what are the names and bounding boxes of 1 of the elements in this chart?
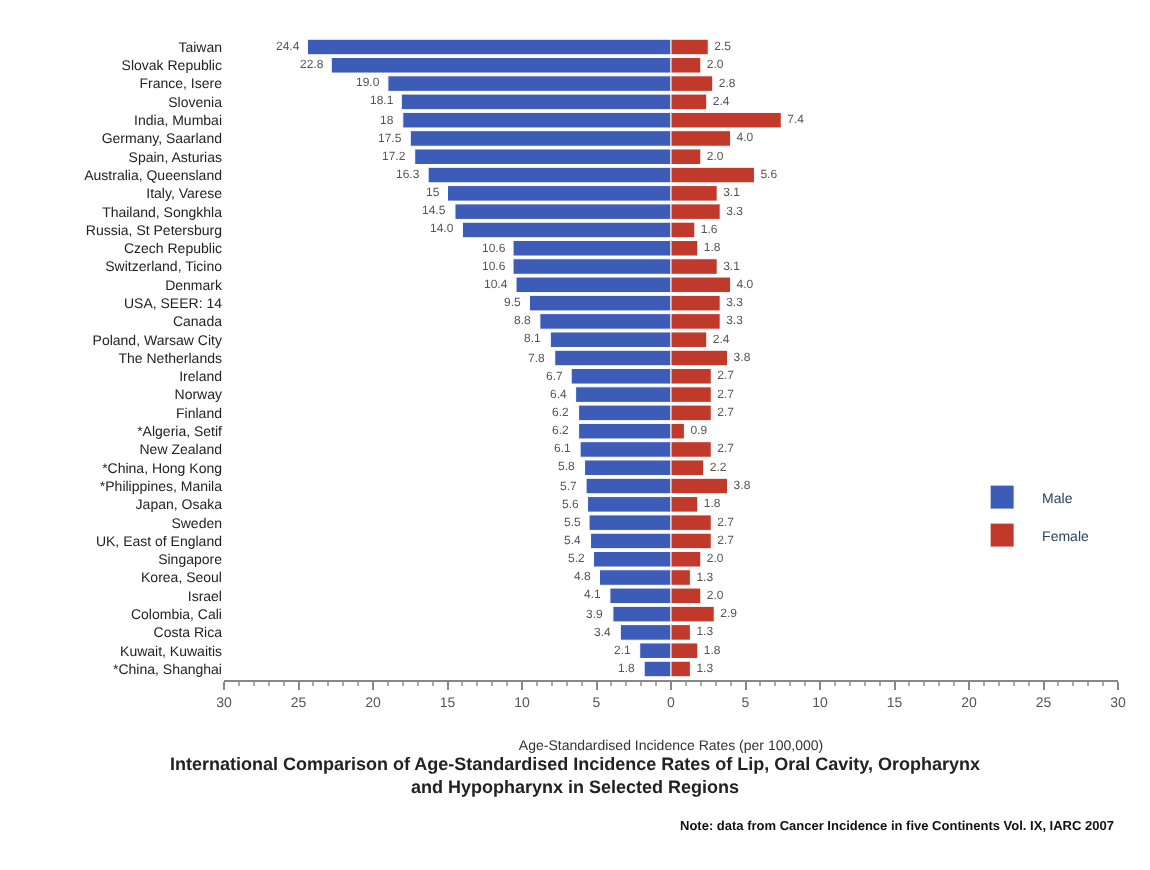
text: International Comparison of Age-Standardised Incidence Rates of Lip, Oral Cavity, Oropharynx and Hypopharynx in Selected Regions	[169, 753, 981, 798]
